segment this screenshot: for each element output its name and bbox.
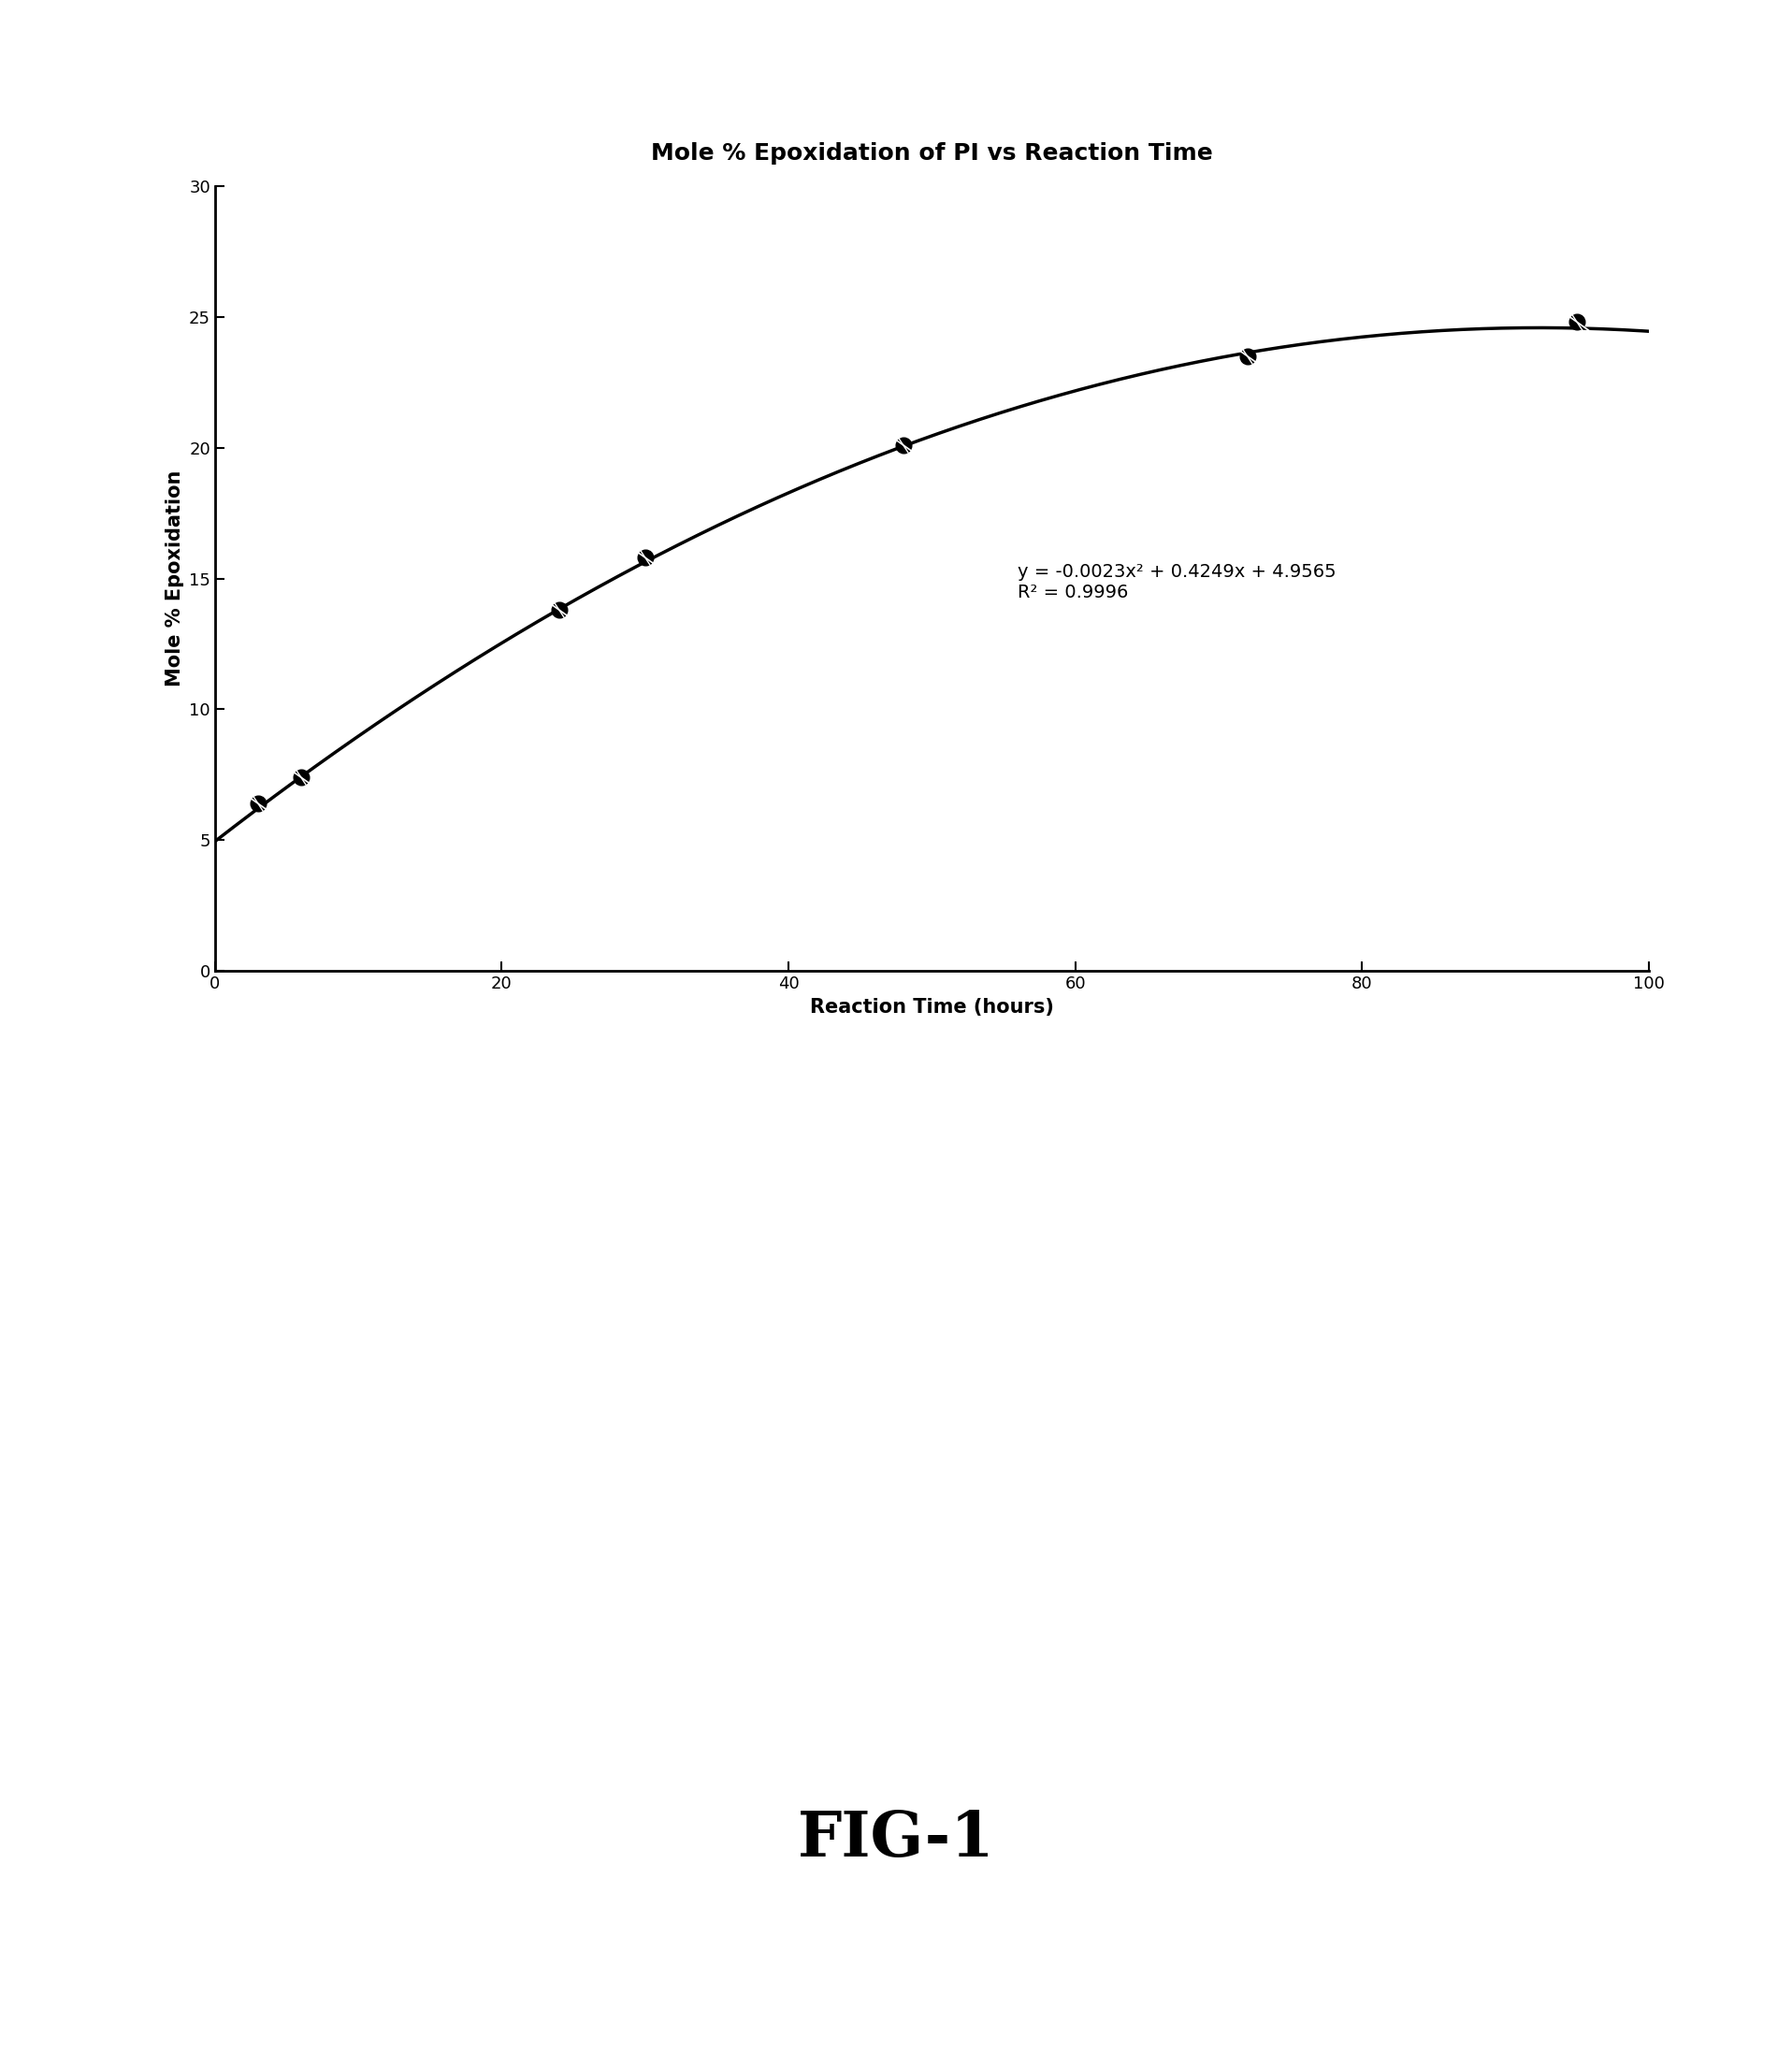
Text: FIG-1: FIG-1 [797, 1808, 995, 1870]
Title: Mole % Epoxidation of PI vs Reaction Time: Mole % Epoxidation of PI vs Reaction Tim… [650, 143, 1213, 165]
X-axis label: Reaction Time (hours): Reaction Time (hours) [810, 998, 1054, 1016]
Text: y = -0.0023x² + 0.4249x + 4.9565
R² = 0.9996: y = -0.0023x² + 0.4249x + 4.9565 R² = 0.… [1018, 562, 1337, 601]
Y-axis label: Mole % Epoxidation: Mole % Epoxidation [165, 471, 185, 686]
